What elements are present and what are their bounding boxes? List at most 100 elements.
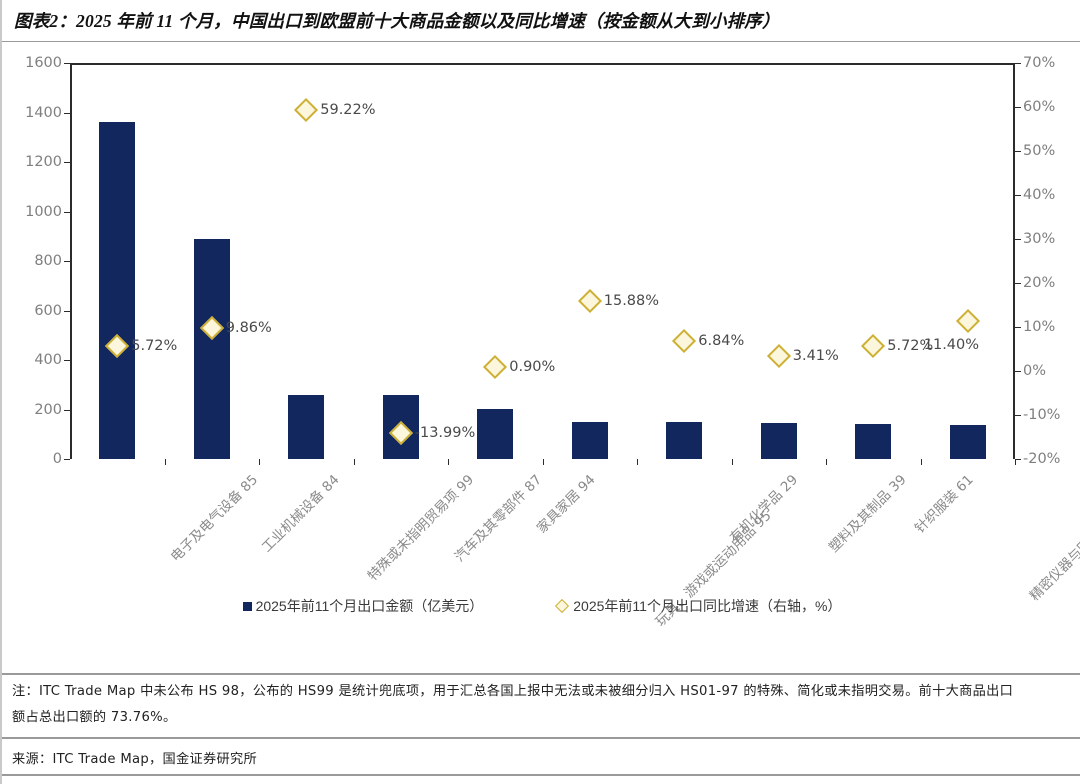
x-axis-category-label: 有机化学品 29 xyxy=(727,471,802,547)
legend-label-growth: 2025年前11个月出口同比增速（右轴，%） xyxy=(573,598,842,614)
x-tick xyxy=(637,459,639,465)
divider-middle xyxy=(2,737,1080,739)
y-tick-label-right: 60% xyxy=(1023,99,1056,115)
y-tick-label-left: 400 xyxy=(34,352,62,368)
data-point-label: 5.72% xyxy=(887,337,934,354)
y-tick-label-left: 600 xyxy=(34,302,62,319)
x-axis-category-label: 针织服装 61 xyxy=(912,471,977,537)
bar xyxy=(99,122,136,459)
diamond-swatch-icon xyxy=(555,598,570,614)
x-tick xyxy=(731,459,733,465)
data-point-marker xyxy=(294,98,319,123)
bar xyxy=(666,422,703,459)
legend-item-amount: 2025年前11个月出口金额（亿美元） xyxy=(242,596,484,616)
bar xyxy=(193,238,230,459)
y-tick-label-left: 1200 xyxy=(25,154,62,170)
y-tick-label-right: 70% xyxy=(1023,55,1056,71)
data-point-label: 15.88% xyxy=(603,293,660,310)
y-axis-left xyxy=(70,63,72,459)
y-tick-label-right: 10% xyxy=(1023,319,1056,335)
x-axis-category-label: 工业机械设备 84 xyxy=(258,471,343,556)
x-axis-category-label: 电子及电气设备 85 xyxy=(168,471,262,566)
y-tick-left xyxy=(64,211,70,213)
divider-top xyxy=(2,673,1080,675)
bar xyxy=(760,422,797,459)
y-tick-left xyxy=(64,112,70,114)
legend-item-growth: 2025年前11个月出口同比增速（右轴，%） xyxy=(555,596,841,616)
y-tick-label-right: -20% xyxy=(1023,451,1061,467)
y-tick-right xyxy=(1015,283,1021,285)
x-tick xyxy=(164,459,166,465)
x-axis-category-label: 塑料及其制品 39 xyxy=(825,471,910,556)
data-point-marker xyxy=(577,289,602,314)
y-tick-left xyxy=(64,310,70,312)
y-tick-label-right: 40% xyxy=(1023,187,1056,203)
y-tick-right xyxy=(1015,371,1021,373)
data-point-marker xyxy=(672,328,697,353)
bar xyxy=(288,395,325,459)
y-tick-label-right: -10% xyxy=(1023,407,1061,423)
data-point-marker xyxy=(955,308,980,333)
y-tick-label-right: 50% xyxy=(1023,143,1056,159)
y-tick-label-left: 1400 xyxy=(25,104,62,121)
data-point-marker xyxy=(766,343,791,369)
y-tick-left xyxy=(64,360,70,362)
data-point-label: 5.72% xyxy=(131,337,178,354)
square-swatch-icon xyxy=(242,601,252,611)
data-point-marker xyxy=(483,355,508,380)
y-tick-right xyxy=(1015,239,1021,241)
data-point-marker xyxy=(861,333,886,358)
y-tick-label-right: 0% xyxy=(1023,363,1047,379)
bar xyxy=(571,421,608,459)
y-tick-left xyxy=(64,261,70,263)
y-tick-right xyxy=(1015,415,1021,417)
plot-area: 0 200 400 600 800 1000 1200 1400 1600 -20% -10% 0% 1… xyxy=(2,42,1080,662)
x-axis-category-label: 精密仪器与医疗设备 90 xyxy=(1026,492,1080,605)
source-line: 来源：ITC Trade Map，国金证券研究所 xyxy=(12,752,257,767)
x-tick xyxy=(1015,459,1017,465)
chart-legend: 2025年前11个月出口金额（亿美元） 2025年前11个月出口同比增速（右轴，… xyxy=(2,596,1080,616)
y-tick-label-left: 0 xyxy=(52,451,62,467)
y-tick-left xyxy=(64,162,70,164)
y-tick-label-left: 1000 xyxy=(25,203,62,220)
y-tick-label-left: 200 xyxy=(34,401,62,418)
data-point-label: 3.41% xyxy=(792,347,839,364)
data-point-label: 11.40% xyxy=(923,336,980,353)
data-point-label: 6.84% xyxy=(698,332,745,349)
y-tick-left xyxy=(64,459,70,461)
y-tick-left xyxy=(64,63,70,65)
y-tick-label-left: 1600 xyxy=(25,55,62,71)
x-tick xyxy=(259,459,261,465)
y-tick-right xyxy=(1015,151,1021,153)
x-tick xyxy=(353,459,355,465)
plot-canvas: 0 200 400 600 800 1000 1200 1400 1600 -20% -10% 0% 1… xyxy=(25,55,1060,467)
data-point-label: 0.90% xyxy=(509,359,556,376)
y-tick-left xyxy=(64,409,70,411)
figure-title-bar: 图表2：2025 年前 11 个月，中国出口到欧盟前十大商品金额以及同比增速（按… xyxy=(2,0,1080,42)
bar xyxy=(949,425,986,459)
data-point-label: 9.86% xyxy=(225,319,272,336)
data-point-label: 59.22% xyxy=(320,102,376,119)
y-tick-label-left: 800 xyxy=(34,253,62,269)
y-tick-label-right: 30% xyxy=(1023,231,1056,247)
divider-bottom xyxy=(2,774,1080,776)
data-point-label: -13.99% xyxy=(414,424,476,441)
y-tick-label-right: 20% xyxy=(1023,275,1056,291)
footnote-line-1: 注：ITC Trade Map 中未公布 HS 98，公布的 HS99 是统计兜… xyxy=(12,684,1014,699)
y-axis-right xyxy=(1013,63,1015,459)
page-title: 图表2：2025 年前 11 个月，中国出口到欧盟前十大商品金额以及同比增速（按… xyxy=(14,11,780,31)
bar xyxy=(477,408,514,459)
x-tick xyxy=(542,459,544,465)
footnote-line-2: 额占总出口额的 73.76%。 xyxy=(12,710,177,725)
x-axis-category-label: 特殊或未指明贸易项 99 xyxy=(364,471,478,585)
x-axis xyxy=(70,63,1015,65)
y-tick-right xyxy=(1015,195,1021,197)
y-tick-right xyxy=(1015,459,1021,461)
legend-label-amount: 2025年前11个月出口金额（亿美元） xyxy=(255,598,484,614)
x-tick xyxy=(826,459,828,465)
y-tick-right xyxy=(1015,327,1021,329)
x-tick xyxy=(920,459,922,465)
x-tick xyxy=(448,459,450,465)
y-tick-right xyxy=(1015,107,1021,109)
